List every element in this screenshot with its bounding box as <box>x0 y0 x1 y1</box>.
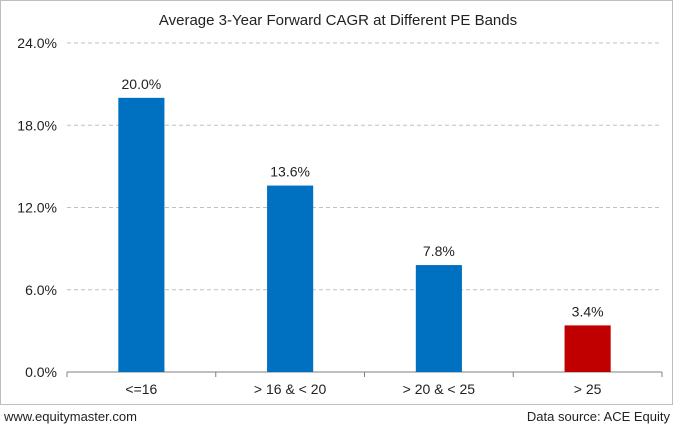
x-tick-label: > 20 & < 25 <box>403 381 476 397</box>
x-tick-label: > 16 & < 20 <box>254 381 327 397</box>
y-tick-label: 24.0% <box>17 35 57 51</box>
chart-frame: 0.0% 6.0% 12.0% 18.0% 24.0% <=16 > 16 & < 20 > … <box>0 0 673 405</box>
data-label: 3.4% <box>572 303 604 319</box>
bar <box>415 265 462 372</box>
bar <box>564 325 611 372</box>
y-tick-label: 12.0% <box>17 200 57 216</box>
axis-layer: 0.0% 6.0% 12.0% 18.0% 24.0% <=16 > 16 & < 20 > … <box>17 35 663 397</box>
bar <box>118 97 165 372</box>
data-label: 20.0% <box>122 76 162 92</box>
bar-chart: 0.0% 6.0% 12.0% 18.0% 24.0% <=16 > 16 & < 20 > … <box>17 12 663 397</box>
data-label: 7.8% <box>423 243 455 259</box>
bar-layer: 20.0% 13.6% 7.8% 3.4% <box>118 76 611 372</box>
x-tick-label: > 25 <box>574 381 602 397</box>
footer-website: www.equitymaster.com <box>4 409 137 424</box>
chart-title: Average 3-Year Forward CAGR at Different… <box>159 12 517 29</box>
footer-data-source: Data source: ACE Equity <box>526 409 670 424</box>
y-tick-label: 6.0% <box>25 282 57 298</box>
y-tick-label: 0.0% <box>25 364 57 380</box>
data-label: 13.6% <box>270 164 310 180</box>
y-tick-label: 18.0% <box>17 117 57 133</box>
x-tick-label: <=16 <box>125 381 157 397</box>
bar <box>267 185 314 372</box>
grid-layer <box>67 42 662 291</box>
